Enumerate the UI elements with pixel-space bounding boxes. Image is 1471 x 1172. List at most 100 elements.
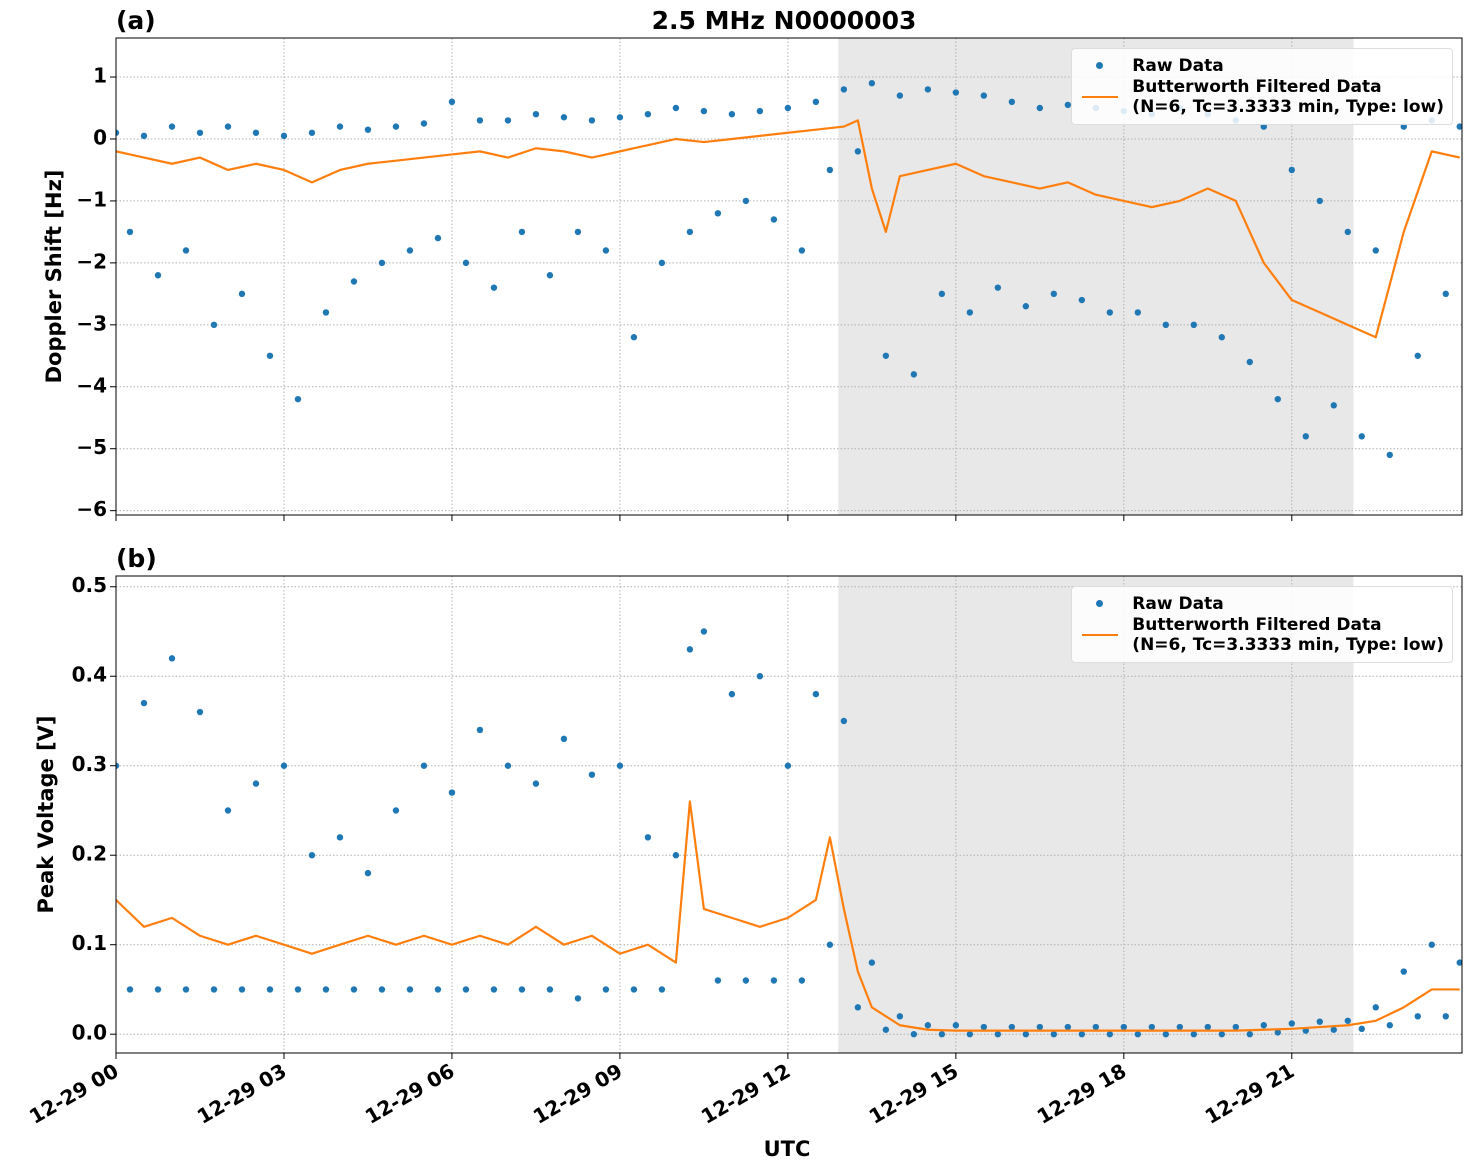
data-point [1372,247,1379,254]
data-point [462,986,470,993]
data-point [728,110,736,118]
data-point [168,655,176,662]
data-point [756,673,764,680]
legend-marker [1096,62,1104,69]
y-axis-label: Peak Voltage [V] [34,715,58,913]
data-point [154,272,162,279]
data-point [812,690,820,698]
data-point [116,129,120,136]
data-point [280,132,288,140]
data-point [1330,402,1337,409]
y-tick-label: 0 [93,125,107,149]
data-point [560,114,568,121]
data-point [700,628,708,635]
data-point [490,986,498,993]
data-point [364,126,372,133]
data-point [602,247,610,254]
data-point [1358,433,1365,440]
data-point [952,1022,960,1029]
data-point [1330,1026,1337,1033]
data-point [910,371,918,378]
data-point [1400,968,1407,975]
data-point [588,771,596,778]
y-tick-label: 0.3 [72,752,107,776]
data-point [546,272,554,279]
data-point [644,110,652,118]
data-point [1414,1013,1421,1020]
data-point [1190,1031,1198,1038]
legend-marker [1082,634,1119,636]
data-point [1372,1004,1379,1011]
chart-title: 2.5 MHz N0000003 [652,6,917,35]
data-point [994,284,1002,291]
data-point [798,247,806,254]
y-tick-label: −5 [76,435,107,459]
data-point [462,259,470,267]
data-point [322,309,330,316]
data-point [546,986,554,993]
data-point [518,986,526,993]
x-tick-label: 12-29 15 [865,1059,963,1129]
data-point [1246,1031,1253,1038]
data-point [1386,451,1393,459]
data-point [420,762,428,769]
data-point [434,234,442,242]
legend-label: Butterworth Filtered Data (N=6, Tc=3.333… [1132,615,1444,655]
data-point [1288,1020,1295,1027]
data-point [1190,321,1198,329]
data-point [1344,228,1351,236]
data-point [294,986,302,993]
data-point [1316,197,1323,205]
data-point [700,107,708,115]
data-point [560,735,568,743]
legend-key [1080,56,1120,76]
data-point [882,352,890,359]
data-point [882,1026,890,1033]
data-point [476,726,484,734]
data-point [602,986,610,993]
data-point [210,986,218,993]
data-point [1218,1031,1226,1038]
data-point [868,959,876,966]
data-point [1078,296,1086,304]
data-point [574,228,582,236]
data-point [840,717,848,725]
data-point [826,941,834,948]
y-tick-label: 0.0 [72,1021,107,1045]
data-point [770,977,778,984]
data-point [224,123,232,130]
data-point [378,259,386,267]
data-point [336,123,344,130]
data-point [252,129,260,136]
data-point [854,1004,862,1011]
data-point [784,104,792,112]
y-tick-label: 0.2 [72,842,107,866]
data-point [1302,433,1309,440]
data-point [644,834,652,841]
axes-frame [115,37,1463,516]
data-point [826,166,834,174]
data-point [1260,1022,1267,1029]
data-point [252,780,260,787]
data-point [1092,1023,1100,1031]
data-point [616,762,624,769]
data-point [1078,1031,1086,1038]
x-tick-label: 12-29 00 [25,1059,123,1129]
y-axis-label: Doppler Shift [Hz] [42,170,66,384]
y-tick-label: −3 [76,311,107,335]
data-point [588,117,596,124]
y-tick-label: −6 [76,497,107,521]
data-point [532,110,540,118]
data-point [350,986,358,993]
y-tick-label: 0.4 [72,663,107,687]
data-point [1344,1017,1351,1024]
data-point [896,1013,904,1020]
data-point [1162,321,1170,329]
data-point [504,117,512,124]
x-tick-label: 12-29 21 [1201,1059,1299,1129]
data-point [798,977,806,984]
data-point [116,762,120,769]
x-tick-label: 12-29 06 [361,1059,459,1129]
data-point [504,762,512,769]
